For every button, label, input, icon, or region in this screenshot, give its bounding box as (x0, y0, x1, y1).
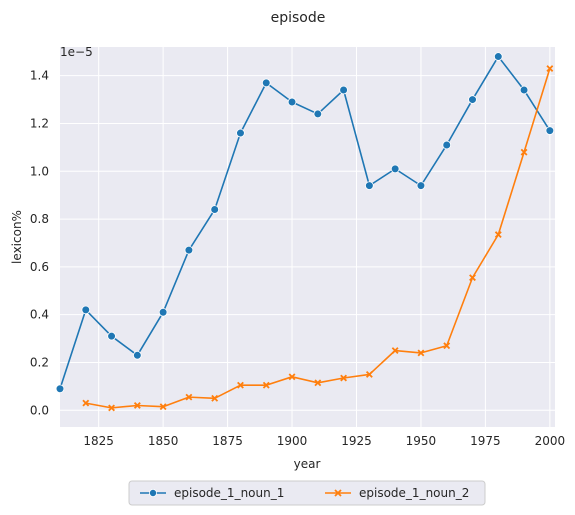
x-axis-label: year (294, 457, 321, 471)
y-tick-label: 1.2 (30, 116, 49, 130)
series-2-point (340, 374, 348, 382)
series-1-line (59, 55, 551, 390)
series-2-point (365, 370, 373, 378)
x-tick-label: 1975 (470, 434, 501, 448)
series-2-point (133, 402, 141, 409)
y-tick-label: 0.6 (30, 260, 49, 274)
y-tick-label: 0.8 (30, 212, 49, 226)
series-1-point (81, 305, 91, 315)
series-1-point (158, 307, 168, 317)
series-1-point (468, 95, 477, 104)
series-1-point (519, 85, 529, 95)
series-2-point (82, 399, 90, 407)
series-2-point (494, 231, 502, 239)
series-1-point (210, 205, 219, 214)
legend-label-series-2: episode_1_noun_2 (359, 486, 469, 500)
series-2-point (443, 342, 451, 350)
series-2-point (520, 148, 528, 156)
y-scale-label: 1e−5 (60, 45, 93, 59)
x-tick-label: 1850 (148, 434, 179, 448)
series-1-point (55, 384, 65, 394)
x-tick-label: 1925 (341, 434, 372, 448)
series-1-point (133, 351, 142, 360)
y-tick-label: 0.4 (30, 308, 49, 322)
series-2-point (391, 347, 399, 354)
legend-box (128, 480, 486, 506)
series-2-point (417, 349, 425, 357)
y-tick-label: 1.0 (30, 164, 49, 178)
series-layer (55, 52, 555, 412)
series-1-point (416, 181, 426, 190)
series-2-point (546, 65, 554, 72)
y-tick-label: 1.4 (30, 69, 49, 83)
x-tick-label: 1950 (406, 434, 437, 448)
series-1-point (236, 128, 245, 138)
series-1-point (339, 85, 348, 95)
plot-area (60, 47, 555, 427)
x-tick-label: 2000 (535, 434, 566, 448)
series-2-point (185, 393, 193, 401)
chart-title: episode (271, 10, 326, 26)
x-tick-label: 1825 (83, 434, 114, 448)
series-1 (55, 52, 555, 394)
series-2-point (262, 381, 270, 389)
series-1-point (287, 97, 297, 107)
series-1-point (365, 181, 374, 190)
legend: episode_1_noun_1 episode_1_noun_2 (128, 480, 486, 506)
y-axis-label: lexicon% (10, 210, 24, 264)
series-1-point (493, 52, 503, 61)
series-2 (82, 65, 554, 412)
x-tick-label: 1900 (277, 434, 308, 448)
series-1-point (313, 109, 323, 119)
series-2-point (314, 379, 322, 387)
series-2-point (288, 373, 296, 381)
legend-label-series-1: episode_1_noun_1 (174, 486, 284, 500)
series-2-point (237, 381, 244, 389)
series-2-point (469, 274, 476, 282)
y-tick-label: 0.2 (30, 355, 49, 369)
series-1-point (261, 78, 271, 88)
series-1-point (107, 331, 116, 341)
x-axis-ticks: 1825 1850 1875 1900 1925 1950 1975 2000 (83, 434, 565, 448)
series-1-point (390, 164, 400, 174)
series-1-point (442, 140, 452, 150)
x-tick-label: 1875 (212, 434, 243, 448)
series-1-point (184, 245, 194, 255)
series-2-point (211, 394, 219, 402)
y-tick-label: 0.0 (30, 403, 49, 417)
series-2-point (108, 404, 115, 412)
legend-marker-series-2 (334, 489, 342, 497)
y-axis-ticks: 0.0 0.2 0.4 0.6 0.8 1.0 1.2 1.4 (30, 69, 49, 418)
legend-marker-series-1 (148, 488, 157, 497)
series-1-point (545, 126, 555, 135)
series-2-point (159, 403, 167, 411)
grid-lines (60, 47, 555, 427)
